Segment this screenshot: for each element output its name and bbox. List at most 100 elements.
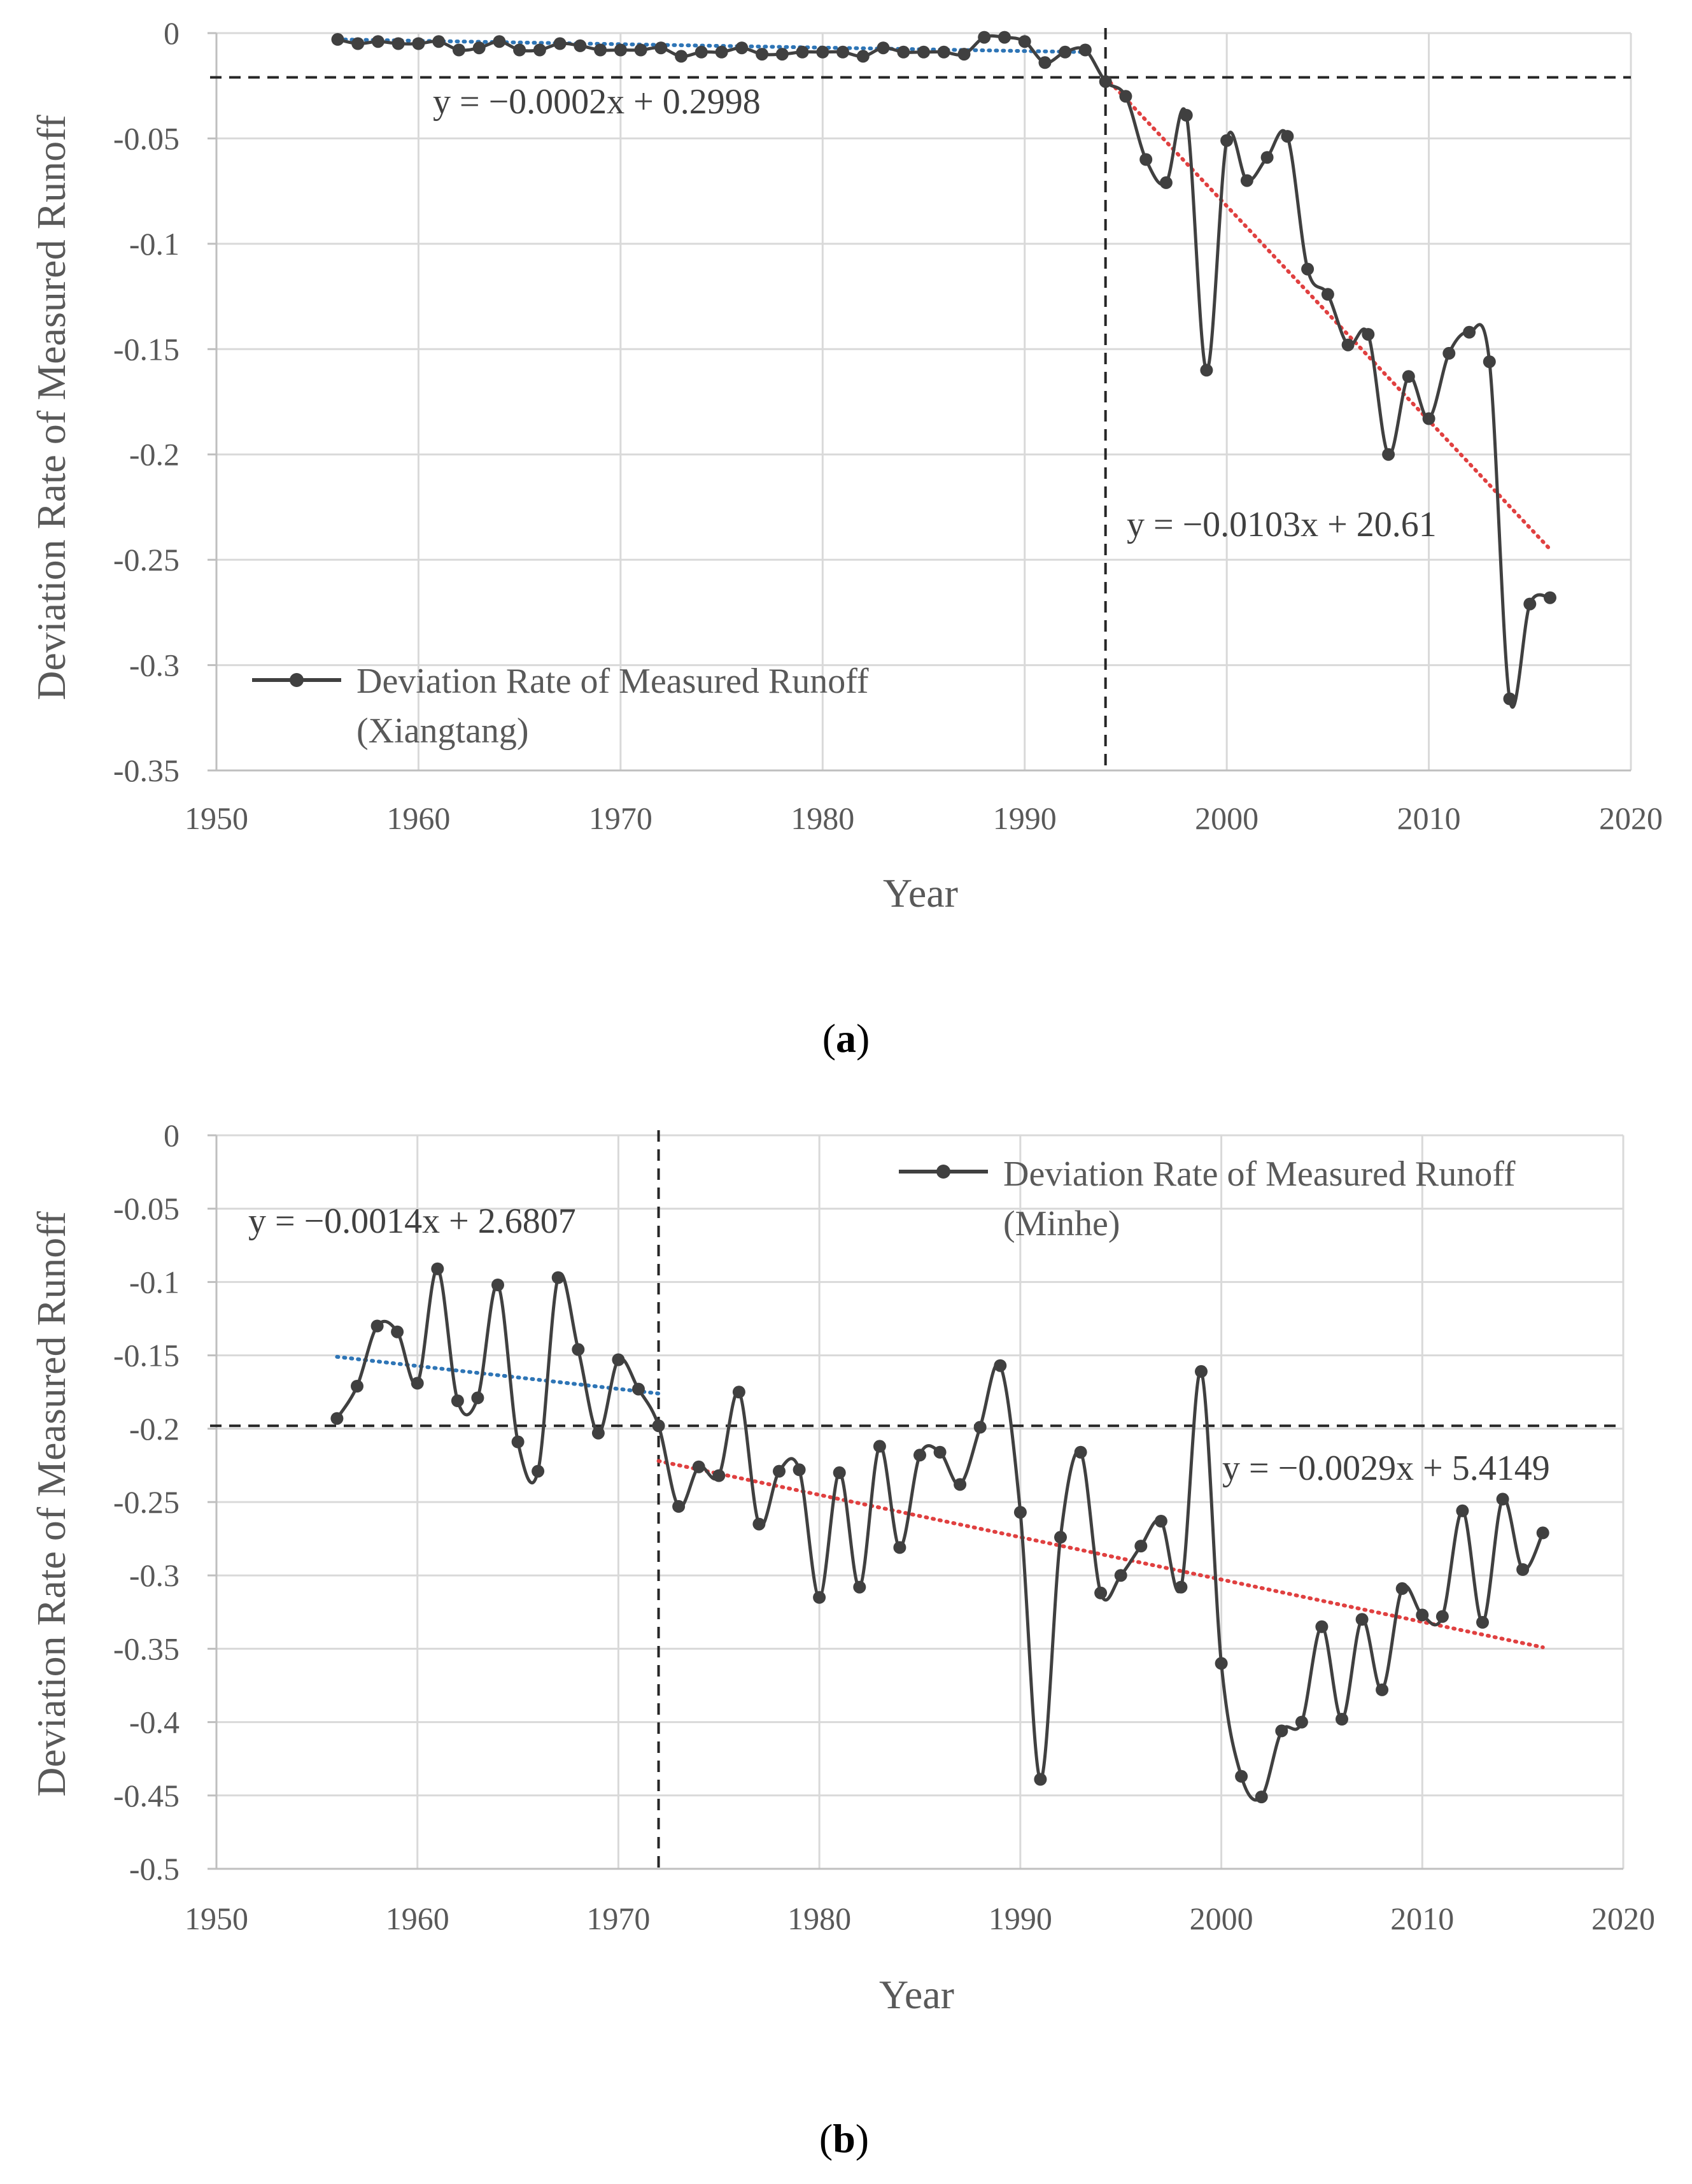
y-tick-label: -0.25 [113, 542, 180, 578]
data-point [1159, 176, 1173, 189]
data-point [672, 1500, 686, 1513]
data-point [1240, 174, 1253, 187]
data-point [913, 1449, 926, 1462]
data-point [632, 1382, 645, 1396]
data-point [1516, 1563, 1530, 1576]
data-point [1476, 1615, 1489, 1629]
data-point [591, 1426, 605, 1440]
data-point [371, 35, 384, 48]
data-point [957, 48, 971, 61]
y-tick-label: -0.1 [129, 1264, 180, 1300]
breakpoint-reference-lines [210, 28, 1631, 770]
x-tick-label: 2010 [1397, 800, 1461, 836]
x-axis-title: Year [879, 1972, 954, 2017]
data-point [1496, 1493, 1509, 1506]
data-point [1038, 56, 1052, 69]
data-point [452, 43, 465, 57]
data-point [1034, 1773, 1047, 1786]
data-point [1119, 90, 1132, 103]
x-tick-label: 1960 [386, 800, 450, 836]
data-point [715, 45, 728, 59]
data-point [775, 48, 789, 61]
gridlines [208, 32, 1632, 772]
data-point [694, 45, 708, 59]
y-tick-label: -0.3 [129, 1557, 180, 1593]
data-point [1054, 1531, 1067, 1544]
data-point [1094, 1586, 1108, 1599]
data-point [856, 50, 870, 63]
data-point [1336, 1713, 1348, 1726]
data-point [411, 1377, 424, 1390]
data-point [793, 1463, 806, 1477]
data-point [998, 31, 1011, 44]
data-point [511, 1435, 525, 1449]
data-point [1355, 1613, 1369, 1626]
y-tick-label: -0.05 [113, 1191, 180, 1226]
y-tick-label: 0 [164, 15, 180, 51]
data-point [897, 45, 910, 59]
data-point [1503, 692, 1516, 706]
data-point [654, 41, 668, 55]
data-point [471, 1391, 484, 1405]
data-point [816, 45, 829, 59]
y-axis-title: Deviation Rate of Measured Runoff [29, 1211, 74, 1797]
y-tick-label: -0.05 [113, 120, 180, 156]
x-axis-title: Year [883, 870, 958, 916]
data-point [735, 41, 749, 55]
data-point [954, 1478, 967, 1491]
data-point [1376, 1683, 1389, 1696]
data-point [1195, 1365, 1208, 1378]
data-point [491, 1279, 504, 1291]
chart-panel-b: 1950 1960 1970 1980 1990 2000 2010 2020 0 -0.05 -0… [29, 1117, 1655, 2161]
data-point [893, 1541, 906, 1554]
data-point [1483, 355, 1496, 369]
x-tick-label: 1980 [787, 1901, 851, 1936]
data-point [973, 1421, 987, 1434]
legend-label: Deviation Rate of Measured Runoff [1003, 1154, 1516, 1194]
x-tick-label: 2000 [1190, 1901, 1253, 1936]
data-point [330, 1412, 344, 1425]
data-point [1321, 288, 1334, 301]
data-point [1235, 1769, 1248, 1783]
data-point [1139, 153, 1153, 166]
trendline-equation-after: y = −0.0103x + 20.61 [1127, 505, 1437, 544]
y-tick-label: -0.4 [129, 1705, 180, 1740]
data-point [1362, 328, 1375, 341]
data-point [513, 43, 526, 57]
x-tick-label: 2010 [1390, 1901, 1454, 1936]
data-point [853, 1580, 866, 1594]
data-point [1154, 1515, 1167, 1528]
trendline-before-breakpoint [335, 1354, 661, 1396]
data-point [1174, 1580, 1188, 1594]
data-point [1456, 1504, 1469, 1517]
y-tick-label: -0.15 [113, 1338, 180, 1373]
trendline-equation-before: y = −0.0002x + 0.2998 [433, 82, 761, 122]
x-tick-label: 1990 [993, 800, 1057, 836]
data-point [1435, 1610, 1449, 1623]
data-point [1463, 325, 1476, 339]
data-point [752, 1517, 766, 1531]
x-tick-label: 1960 [386, 1901, 449, 1936]
data-point [813, 1591, 826, 1604]
data-point [432, 35, 446, 48]
data-point [873, 1440, 886, 1453]
data-point [773, 1464, 786, 1478]
data-point [1180, 109, 1193, 122]
data-point [1315, 1620, 1329, 1633]
data-point [612, 1353, 625, 1366]
data-point [451, 1394, 464, 1407]
data-point [553, 37, 567, 50]
data-point [1341, 338, 1355, 351]
data-point [391, 37, 405, 50]
data-point [351, 37, 365, 50]
data-point [472, 41, 486, 55]
breakpoint-reference-lines [210, 1130, 1623, 1869]
data-point [532, 1464, 545, 1478]
data-point [675, 50, 688, 63]
data-point [412, 37, 425, 50]
series-line [337, 34, 1551, 709]
data-point [634, 43, 647, 57]
data-point [836, 45, 849, 59]
data-point [1255, 1790, 1268, 1804]
data-point [1059, 45, 1072, 59]
